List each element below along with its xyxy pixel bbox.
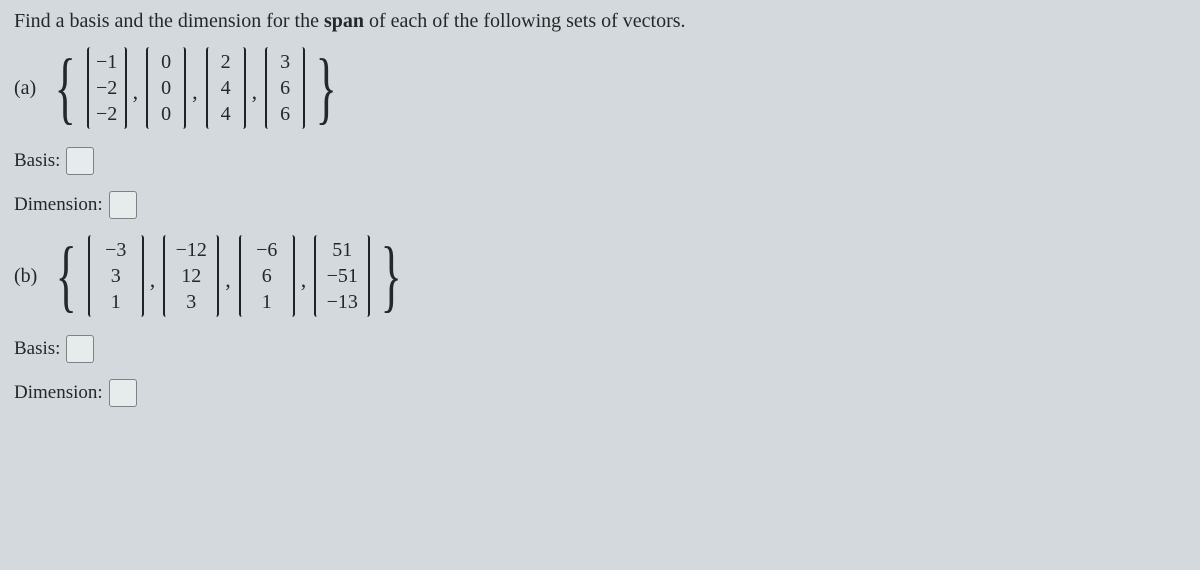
comma: ,: [133, 79, 139, 129]
vector-entry: 0: [152, 49, 180, 75]
open-brace-icon: {: [55, 53, 76, 123]
vector: 2 4 4: [206, 47, 246, 129]
basis-label: Basis:: [14, 338, 60, 360]
prompt-pre: Find a basis and the dimension for the: [14, 10, 324, 32]
vector: 3 6 6: [265, 47, 305, 129]
comma: ,: [252, 79, 258, 129]
vector-entry: 4: [212, 75, 240, 101]
comma: ,: [192, 79, 198, 129]
part-a-basis-row: Basis:: [14, 147, 1186, 175]
basis-label: Basis:: [14, 150, 60, 172]
comma: ,: [301, 267, 307, 317]
part-a: (a) { −1 −2 −2 , 0 0 0 , 2 4 4 , 3 6 6 }: [14, 47, 1186, 129]
vector: 51 −51 −13: [314, 235, 370, 317]
vector-entry: 0: [152, 75, 180, 101]
vector-entry: 0: [152, 101, 180, 127]
part-a-dimension-input[interactable]: [109, 191, 137, 219]
part-b-dimension-input[interactable]: [109, 379, 137, 407]
vector: −1 −2 −2: [87, 47, 127, 129]
vector-entry: 6: [271, 101, 299, 127]
vector-entry: −1: [93, 49, 121, 75]
close-brace-icon: }: [316, 53, 337, 123]
part-b-basis-row: Basis:: [14, 335, 1186, 363]
part-b-label: (b): [14, 265, 37, 288]
comma: ,: [225, 267, 231, 317]
part-b-vectors: −3 3 1 , −12 12 3 , −6 6 1 , 51 −51 −13: [86, 235, 373, 317]
vector-entry: 12: [169, 263, 213, 289]
open-brace-icon: {: [56, 241, 77, 311]
close-brace-icon: }: [381, 241, 402, 311]
part-b-basis-input[interactable]: [66, 335, 94, 363]
vector: 0 0 0: [146, 47, 186, 129]
vector-entry: −6: [245, 237, 289, 263]
vector-entry: 1: [245, 289, 289, 315]
vector-entry: −12: [169, 237, 213, 263]
vector-entry: 3: [169, 289, 213, 315]
vector-entry: 3: [271, 49, 299, 75]
dimension-label: Dimension:: [14, 382, 103, 404]
vector-entry: 4: [212, 101, 240, 127]
vector: −6 6 1: [239, 235, 295, 317]
vector: −3 3 1: [88, 235, 144, 317]
vector-entry: 6: [271, 75, 299, 101]
vector-entry: 1: [94, 289, 138, 315]
part-a-label: (a): [14, 77, 36, 100]
vector-entry: −51: [320, 263, 364, 289]
part-b-dimension-row: Dimension:: [14, 379, 1186, 407]
vector-entry: −2: [93, 101, 121, 127]
dimension-label: Dimension:: [14, 194, 103, 216]
vector-entry: 2: [212, 49, 240, 75]
comma: ,: [150, 267, 156, 317]
vector-entry: 3: [94, 263, 138, 289]
prompt-post: of each of the following sets of vectors…: [364, 10, 686, 32]
prompt-bold: span: [324, 10, 364, 32]
vector-entry: −2: [93, 75, 121, 101]
part-a-basis-input[interactable]: [66, 147, 94, 175]
vector-entry: 6: [245, 263, 289, 289]
vector-entry: 51: [320, 237, 364, 263]
part-a-dimension-row: Dimension:: [14, 191, 1186, 219]
vector-entry: −3: [94, 237, 138, 263]
part-a-vectors: −1 −2 −2 , 0 0 0 , 2 4 4 , 3 6 6: [85, 47, 308, 129]
vector: −12 12 3: [163, 235, 219, 317]
vector-entry: −13: [320, 289, 364, 315]
question-prompt: Find a basis and the dimension for the s…: [14, 10, 1186, 33]
part-b: (b) { −3 3 1 , −12 12 3 , −6 6 1 , 51 −5…: [14, 235, 1186, 317]
